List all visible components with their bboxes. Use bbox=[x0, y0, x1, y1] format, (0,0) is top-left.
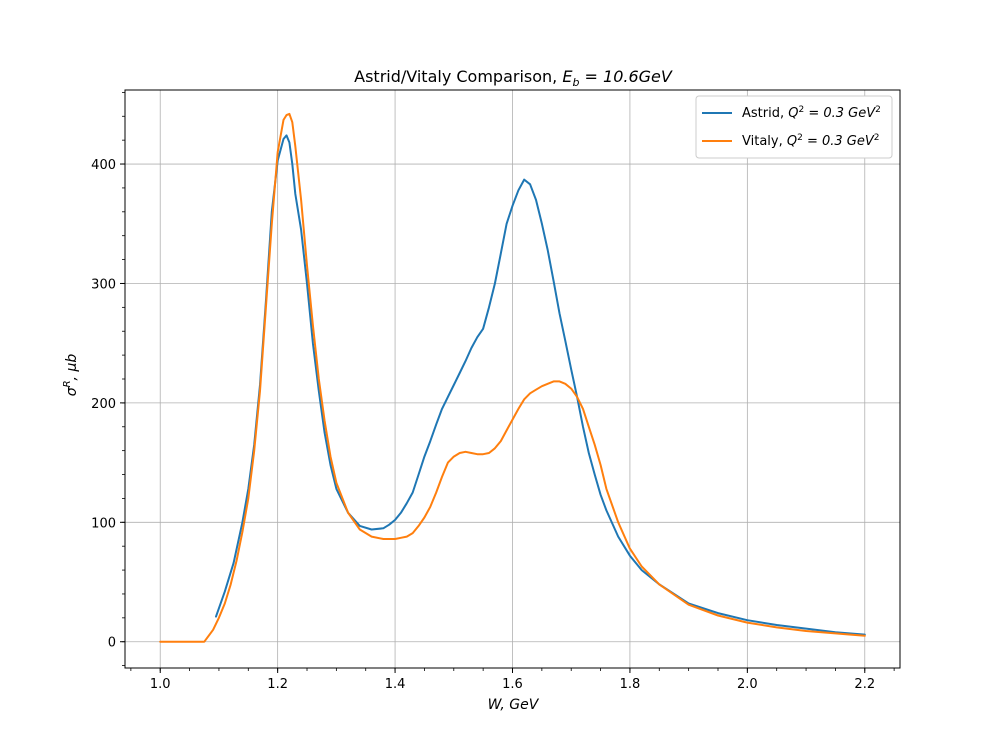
series-layer bbox=[159, 112, 866, 643]
y-axis-label: σR, μb bbox=[62, 354, 80, 397]
y-label-rest: , μb bbox=[64, 354, 80, 381]
x-tick-label: 2.0 bbox=[737, 677, 758, 692]
legend-box bbox=[695, 95, 893, 159]
title-math-rest: = 10.6GeV bbox=[579, 67, 672, 86]
y-tick-label: 400 bbox=[91, 158, 116, 173]
legend-label-vitaly: Vitaly, Q2 = 0.3 GeV2 bbox=[742, 133, 880, 149]
y-label-base: σ bbox=[64, 386, 80, 396]
x-tick-label: 2.2 bbox=[854, 677, 875, 692]
y-tick-label: 200 bbox=[91, 397, 116, 412]
y-tick-label: 100 bbox=[91, 516, 116, 531]
series-line-vitaly bbox=[159, 112, 866, 643]
x-axis-label: W, GeV bbox=[488, 697, 540, 713]
y-tick-label: 0 bbox=[108, 636, 116, 651]
x-tick-label: 1.6 bbox=[502, 677, 523, 692]
x-tick-label: 1.2 bbox=[267, 677, 288, 692]
chart-title: Astrid/Vitaly Comparison, Eb = 10.6GeV bbox=[354, 67, 673, 89]
x-tick-label: 1.0 bbox=[150, 677, 171, 692]
series-line-astrid bbox=[215, 134, 866, 636]
x-tick-label: 1.4 bbox=[385, 677, 406, 692]
legend-label-astrid: Astrid, Q2 = 0.3 GeV2 bbox=[742, 105, 881, 121]
title-plain: Astrid/Vitaly Comparison, bbox=[354, 67, 562, 86]
tick-layer: 1.0 1.2 1.4 1.6 1.8 2.0 2.2 0 100 200 300 400 bbox=[91, 91, 895, 692]
grid-layer bbox=[125, 90, 900, 668]
y-label-sup: R bbox=[62, 380, 73, 387]
x-tick-label: 1.8 bbox=[620, 677, 641, 692]
title-math-sub: b bbox=[572, 76, 579, 89]
legend: Astrid, Q2 = 0.3 GeV2 Vitaly, Q2 = 0.3 G… bbox=[695, 95, 893, 159]
title-math-base: E bbox=[562, 67, 573, 86]
y-tick-label: 300 bbox=[91, 277, 116, 292]
